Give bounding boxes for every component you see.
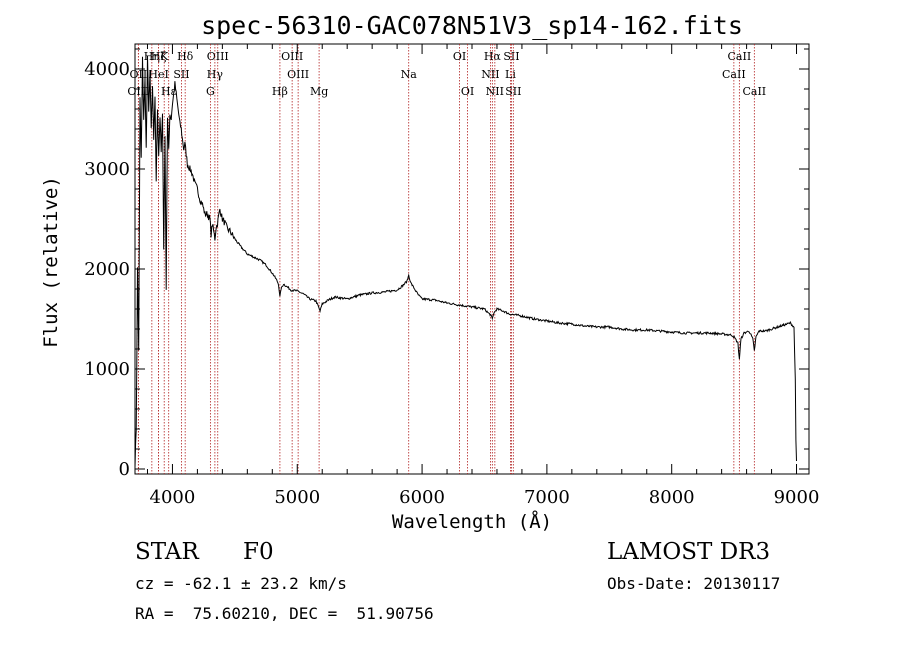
line-label-15: Na <box>401 68 418 81</box>
line-label-25: NII <box>486 85 504 98</box>
axis-ticks: 4000 5000 6000 7000 8000 9000 0 1000 2000 3000 400… <box>84 44 819 508</box>
line-label-8: SII <box>503 50 519 63</box>
y-tick-label-2: 2000 <box>84 259 130 280</box>
x-tick-label-1: 5000 <box>274 487 320 508</box>
y-tick-label-3: 3000 <box>84 159 130 180</box>
spectrum-line <box>134 55 797 468</box>
plot-frame <box>134 43 810 475</box>
line-label-6: OI <box>453 50 466 63</box>
spectral-subclass: F0 <box>243 539 274 565</box>
x-tick-label-0: 4000 <box>150 487 196 508</box>
x-tick-label-2: 6000 <box>399 487 445 508</box>
line-label-2: K <box>160 50 169 63</box>
line-label-5: OIII <box>281 50 303 63</box>
x-axis-label: Wavelength (Å) <box>392 510 552 533</box>
line-label-22: Hβ <box>272 85 288 98</box>
sky-coordinates: RA = 75.60210, DEC = 51.90756 <box>135 604 434 623</box>
line-label-12: SII <box>173 68 189 81</box>
survey-name: LAMOST DR3 <box>607 539 771 565</box>
line-label-13: Hγ <box>207 68 224 81</box>
y-tick-label-1: 1000 <box>84 359 130 380</box>
line-label-26: SII <box>505 85 521 98</box>
line-label-23: Mg <box>310 85 328 98</box>
line-label-7: Hα <box>484 50 502 63</box>
line-label-11: HeI <box>148 68 168 81</box>
x-tick-label-3: 7000 <box>524 487 570 508</box>
line-label-21: G <box>206 85 215 98</box>
observation-date: Obs-Date: 20130117 <box>607 574 781 593</box>
line-label-18: CaII <box>722 68 746 81</box>
line-label-24: OI <box>461 85 474 98</box>
line-label-19: OIII <box>127 85 149 98</box>
line-label-27: CaII <box>742 85 766 98</box>
object-class: STAR <box>135 539 199 565</box>
chart-title: spec-56310-GAC078N51V3_sp14-162.fits <box>201 11 743 40</box>
line-label-14: OIII <box>287 68 309 81</box>
line-label-17: Li <box>505 68 516 81</box>
line-label-9: CaII <box>728 50 752 63</box>
redshift-velocity: cz = -62.1 ± 23.2 km/s <box>135 574 347 593</box>
x-tick-label-5: 9000 <box>774 487 820 508</box>
y-tick-label-0: 0 <box>119 459 130 480</box>
x-tick-label-4: 8000 <box>649 487 695 508</box>
line-label-20: Hε <box>161 85 177 98</box>
line-label-3: Hδ <box>177 50 194 63</box>
y-axis-label: Flux (relative) <box>40 176 62 348</box>
line-label-4: OIII <box>207 50 229 63</box>
line-label-16: NII <box>481 68 499 81</box>
y-tick-label-4: 4000 <box>84 59 130 80</box>
